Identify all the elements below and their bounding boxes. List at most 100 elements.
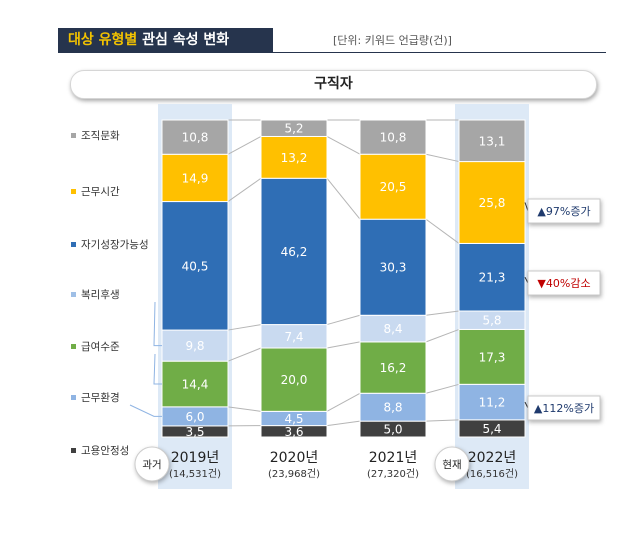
data-label: 10,8: [380, 131, 407, 145]
data-label: 20,0: [281, 373, 308, 387]
bar-segment: [458, 242, 526, 312]
panel-title: 구직자: [70, 70, 597, 99]
connector-line: [425, 383, 460, 394]
data-label: 16,2: [380, 361, 407, 375]
data-label: 4,5: [284, 412, 303, 426]
data-label: 11,2: [479, 396, 506, 410]
data-label: 7,4: [284, 330, 303, 344]
annotation-box: [527, 270, 601, 296]
data-label: 3,6: [284, 425, 303, 439]
data-label: 30,3: [380, 261, 407, 275]
data-label: 20,5: [380, 180, 407, 194]
legend-label: 급여수준: [81, 341, 120, 353]
annotation-text: ▲112%증가: [534, 402, 594, 415]
data-label: 40,5: [182, 259, 209, 273]
data-label: 5,4: [482, 422, 501, 436]
present-badge: [434, 446, 470, 482]
data-label: 3,5: [185, 425, 204, 439]
annotation-text: ▲97%증가: [537, 205, 590, 218]
annotation-box: [527, 395, 601, 421]
past-badge-label: 과거: [142, 459, 161, 471]
category-label: 2019년: [171, 450, 220, 466]
connector-line: [425, 419, 460, 422]
legend-swatch: [71, 292, 76, 297]
connector-line: [326, 314, 361, 326]
bar-segment: [161, 201, 229, 331]
category-label: 2020년: [270, 450, 319, 466]
connector-line: [425, 153, 460, 163]
category-count: (23,968건): [268, 468, 320, 480]
bar-segment: [161, 329, 229, 362]
data-label: 14,4: [182, 378, 209, 392]
connector-line: [227, 324, 262, 331]
data-label: 6,0: [185, 410, 204, 424]
category-label: 2021년: [369, 450, 418, 466]
bar-segment: [359, 153, 427, 220]
legend-swatch: [71, 344, 76, 349]
category-count: (27,320건): [367, 468, 419, 480]
legend-label: 고용안정성: [81, 445, 129, 457]
annotation-box: [527, 198, 601, 224]
legend-label: 자기성장가능성: [81, 239, 149, 251]
legend-label: 조직문화: [81, 130, 120, 142]
data-label: 13,1: [479, 134, 506, 148]
bar-segment: [359, 392, 427, 422]
data-label: 8,4: [383, 322, 402, 336]
connector-line: [326, 341, 361, 349]
connector-line: [425, 310, 460, 316]
category-count: (14,531건): [169, 468, 221, 480]
connector-line: [227, 406, 262, 412]
data-label: 25,8: [479, 196, 506, 210]
page-title-rest: 관심 속성 변화: [137, 32, 230, 48]
category-count: (16,516건): [466, 468, 518, 480]
bar-segment: [359, 314, 427, 343]
data-label: 9,8: [185, 339, 204, 353]
connector-line: [425, 328, 460, 343]
page-title-accent: 대상 유형별: [68, 32, 138, 48]
legend-swatch: [71, 189, 76, 194]
legend-swatch: [71, 395, 76, 400]
connector-line: [326, 392, 361, 412]
connector-line: [227, 347, 262, 362]
bar-segment: [359, 119, 427, 155]
bar-segment: [260, 119, 328, 137]
data-label: 14,9: [182, 171, 209, 185]
connector-line: [326, 136, 361, 155]
unit-note: [단위: 키워드 언급량(건)]: [333, 34, 452, 47]
past-badge: [134, 446, 170, 482]
data-label: 5,0: [383, 423, 402, 437]
data-label: 8,8: [383, 401, 402, 415]
leader-line: [153, 353, 162, 385]
legend-label: 근무시간: [81, 186, 120, 198]
connector-line: [227, 136, 262, 155]
title-underline: [58, 52, 606, 53]
data-label: 17,3: [479, 350, 506, 364]
legend-swatch: [71, 448, 76, 453]
connector-line: [326, 177, 361, 220]
category-label: 2022년: [468, 450, 517, 466]
bar-segment: [260, 135, 328, 179]
connector-line: [425, 218, 460, 244]
leader-line: [129, 404, 162, 417]
annotation-text: ▼40%감소: [537, 277, 590, 290]
connector-line: [326, 420, 361, 427]
leader-line: [153, 301, 162, 347]
legend-swatch: [71, 133, 76, 138]
bar-segment: [458, 119, 526, 163]
connector-line: [227, 177, 262, 202]
legend-label: 복리후생: [81, 289, 120, 301]
data-label: 5,2: [284, 122, 303, 136]
bar-segment: [161, 119, 229, 155]
present-badge-label: 현재: [442, 459, 461, 471]
data-label: 13,2: [281, 151, 308, 165]
legend-label: 근무환경: [81, 391, 120, 404]
page-title: 대상 유형별 관심 속성 변화: [58, 28, 273, 52]
data-label: 21,3: [479, 271, 506, 285]
data-label: 10,8: [182, 131, 209, 145]
bar-segment: [260, 347, 328, 412]
bar-segment: [359, 341, 427, 394]
legend-swatch: [71, 242, 76, 247]
data-label: 5,8: [482, 314, 501, 328]
data-label: 46,2: [281, 245, 308, 259]
